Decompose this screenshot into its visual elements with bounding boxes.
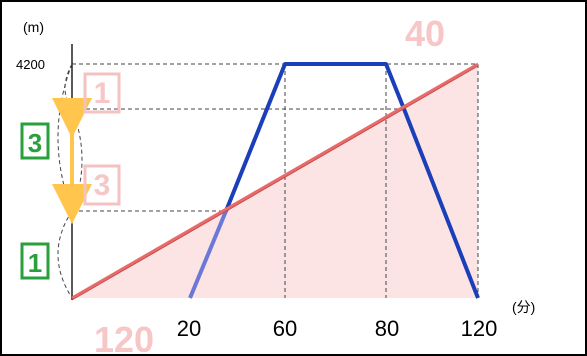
trapezoid-faded-segment [188, 210, 228, 299]
y-unit-label: (m) [23, 19, 44, 35]
green-box-lower [20, 242, 50, 280]
ratio-left-1: 1 [28, 248, 42, 278]
x-tick-120: 120 [461, 316, 498, 341]
green-box-upper [20, 122, 50, 160]
ratio-middle-3: 3 [94, 169, 111, 202]
trapezoid-line [224, 62, 480, 299]
brace-left-lower [57, 210, 73, 299]
pink-box-middle [83, 164, 121, 206]
dashed-guides [72, 63, 479, 298]
x-tick-80: 80 [375, 316, 399, 341]
speed-120-label: 120 [94, 319, 154, 356]
diagonal-line-shadow [71, 65, 479, 301]
diagonal-line [71, 62, 479, 300]
ratio-left-3: 3 [28, 128, 42, 158]
brace-upper [64, 63, 73, 110]
y-value-label: 4200 [16, 57, 45, 72]
x-tick-60: 60 [273, 316, 297, 341]
ratio-upper-1: 1 [94, 77, 111, 110]
x-unit-label: (分) [512, 299, 535, 315]
x-tick-20: 20 [177, 316, 201, 341]
pink-box-upper [83, 72, 121, 114]
brace-left-upper [57, 63, 73, 212]
speed-40-label: 40 [405, 13, 445, 54]
